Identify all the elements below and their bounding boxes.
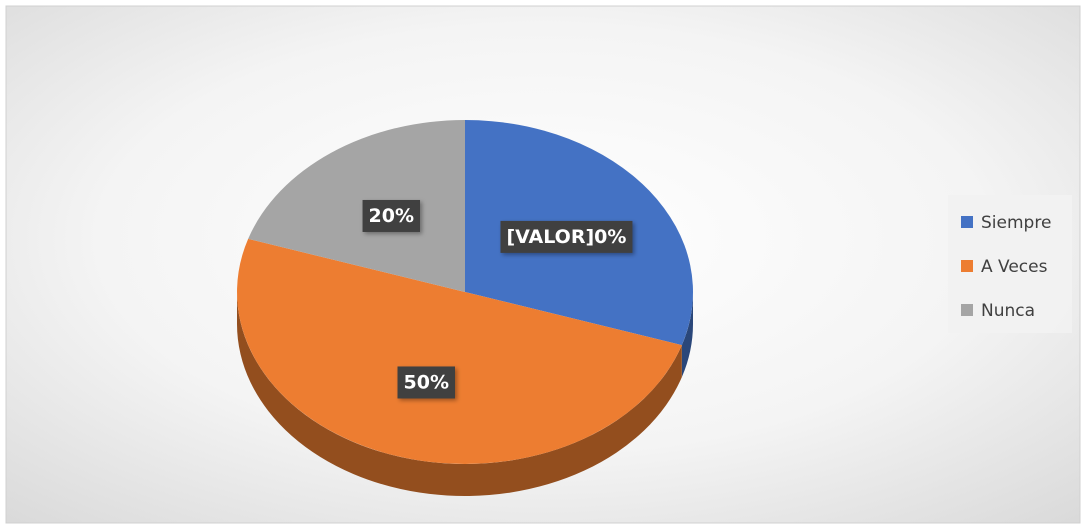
- slice-side: [681, 292, 693, 378]
- data-label-text: 20%: [369, 205, 414, 227]
- data-label-box: [362, 199, 421, 232]
- data-label: 50%: [397, 366, 455, 399]
- slice-side: [237, 292, 682, 496]
- legend-swatch: [961, 260, 973, 272]
- legend-swatch: [961, 216, 973, 228]
- legend: Siempre A Veces Nunca: [961, 213, 1051, 321]
- slice: [237, 238, 682, 464]
- data-label: [VALOR]0%: [500, 220, 633, 253]
- data-labels: [VALOR]0% 50% 20%: [362, 199, 633, 399]
- pie: [237, 119, 694, 496]
- data-label-box: [500, 220, 633, 253]
- legend-swatch: [961, 304, 973, 316]
- legend-label: Nunca: [981, 301, 1035, 321]
- legend-label: A Veces: [981, 257, 1048, 277]
- data-label: 20%: [362, 199, 421, 232]
- legend-label: Siempre: [981, 213, 1051, 233]
- data-label-text: 50%: [404, 371, 449, 393]
- data-label-box: [397, 366, 455, 399]
- slice: [248, 119, 465, 293]
- data-label-text: [VALOR]0%: [506, 226, 626, 248]
